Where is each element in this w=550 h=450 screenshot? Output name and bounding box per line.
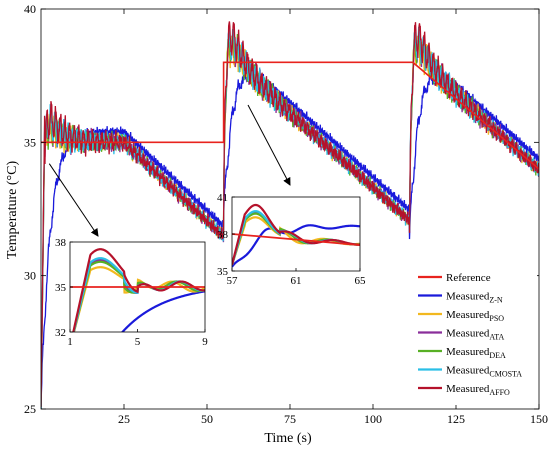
inset-x-tick-label: 1 — [67, 336, 73, 348]
legend-label: Reference — [446, 272, 491, 284]
inset-y-tick-label: 32 — [55, 327, 66, 339]
y-tick-label: 30 — [24, 269, 36, 283]
inset-x-tick-label: 65 — [355, 275, 367, 287]
inset-series-affo — [232, 203, 360, 266]
main-plot-area: 25 50 75 100 125 150 25 30 35 40 — [24, 2, 548, 426]
legend: ReferenceMeasuredZ-NMeasuredPSOMeasuredA… — [414, 265, 537, 405]
legend-label-subscript: AFFO — [489, 388, 510, 397]
inset-series-z-n — [232, 224, 360, 268]
inset-x-tick-label: 9 — [202, 336, 208, 348]
y-tick-label: 35 — [24, 135, 36, 149]
inset-x-tick-label: 5 — [135, 336, 141, 348]
reference-line — [41, 61, 539, 170]
inset-x-tick-label: 61 — [291, 275, 302, 287]
inset-y-tick-label: 35 — [217, 266, 229, 278]
zoom-arrow-1 — [48, 163, 99, 237]
inset-y-tick-label: 38 — [55, 237, 67, 249]
inset-zoom-1: 1 5 9 32 35 38 — [55, 237, 208, 348]
inset-reference-line — [232, 233, 360, 246]
x-tick-label: 100 — [364, 412, 382, 426]
axes-labels: Time (s) Temperature (°C) — [5, 161, 312, 446]
legend-label-subscript: ATA — [489, 333, 504, 342]
legend-label-subscript: Z-N — [489, 296, 503, 305]
x-tick-label: 150 — [530, 412, 548, 426]
x-axis-label: Time (s) — [264, 431, 312, 446]
x-tick-label: 125 — [447, 412, 465, 426]
x-tick-label: 75 — [284, 412, 296, 426]
zoom-arrow-2 — [247, 104, 291, 186]
y-axis-label: Temperature (°C) — [5, 161, 20, 260]
inset-y-tick-label: 38 — [217, 229, 229, 241]
legend-label-subscript: PSO — [489, 314, 504, 323]
legend-label: MeasuredZ-N — [446, 291, 503, 305]
inset-y-tick-label: 35 — [55, 282, 67, 294]
inset-zoom-2: 57 61 65 35 38 41 — [217, 192, 366, 287]
legend-label-subscript: DEA — [489, 351, 506, 360]
inset-background — [232, 197, 360, 271]
y-tick-label: 40 — [24, 2, 36, 16]
legend-box — [414, 265, 537, 405]
inset-y-tick-label: 41 — [217, 192, 228, 204]
legend-label-subscript: CMOSTA — [489, 370, 522, 379]
x-tick-label: 25 — [118, 412, 130, 426]
series-line-affo — [41, 21, 539, 408]
inset-x-tick-label: 57 — [227, 275, 239, 287]
inset-series-affo — [72, 248, 205, 332]
y-tick-label: 25 — [24, 402, 36, 416]
x-tick-label: 50 — [201, 412, 213, 426]
inset-series-z-n — [120, 290, 205, 332]
